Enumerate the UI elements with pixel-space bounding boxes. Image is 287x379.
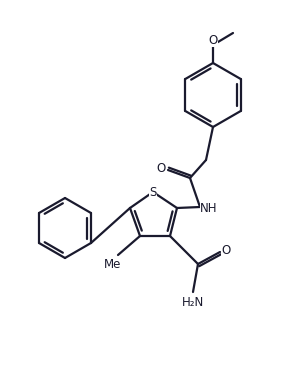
Text: NH: NH (200, 202, 218, 216)
Text: Me: Me (104, 258, 122, 271)
Text: H₂N: H₂N (182, 296, 204, 309)
Text: S: S (149, 185, 157, 199)
Text: O: O (208, 33, 218, 47)
Text: O: O (156, 161, 166, 174)
Text: O: O (221, 243, 231, 257)
